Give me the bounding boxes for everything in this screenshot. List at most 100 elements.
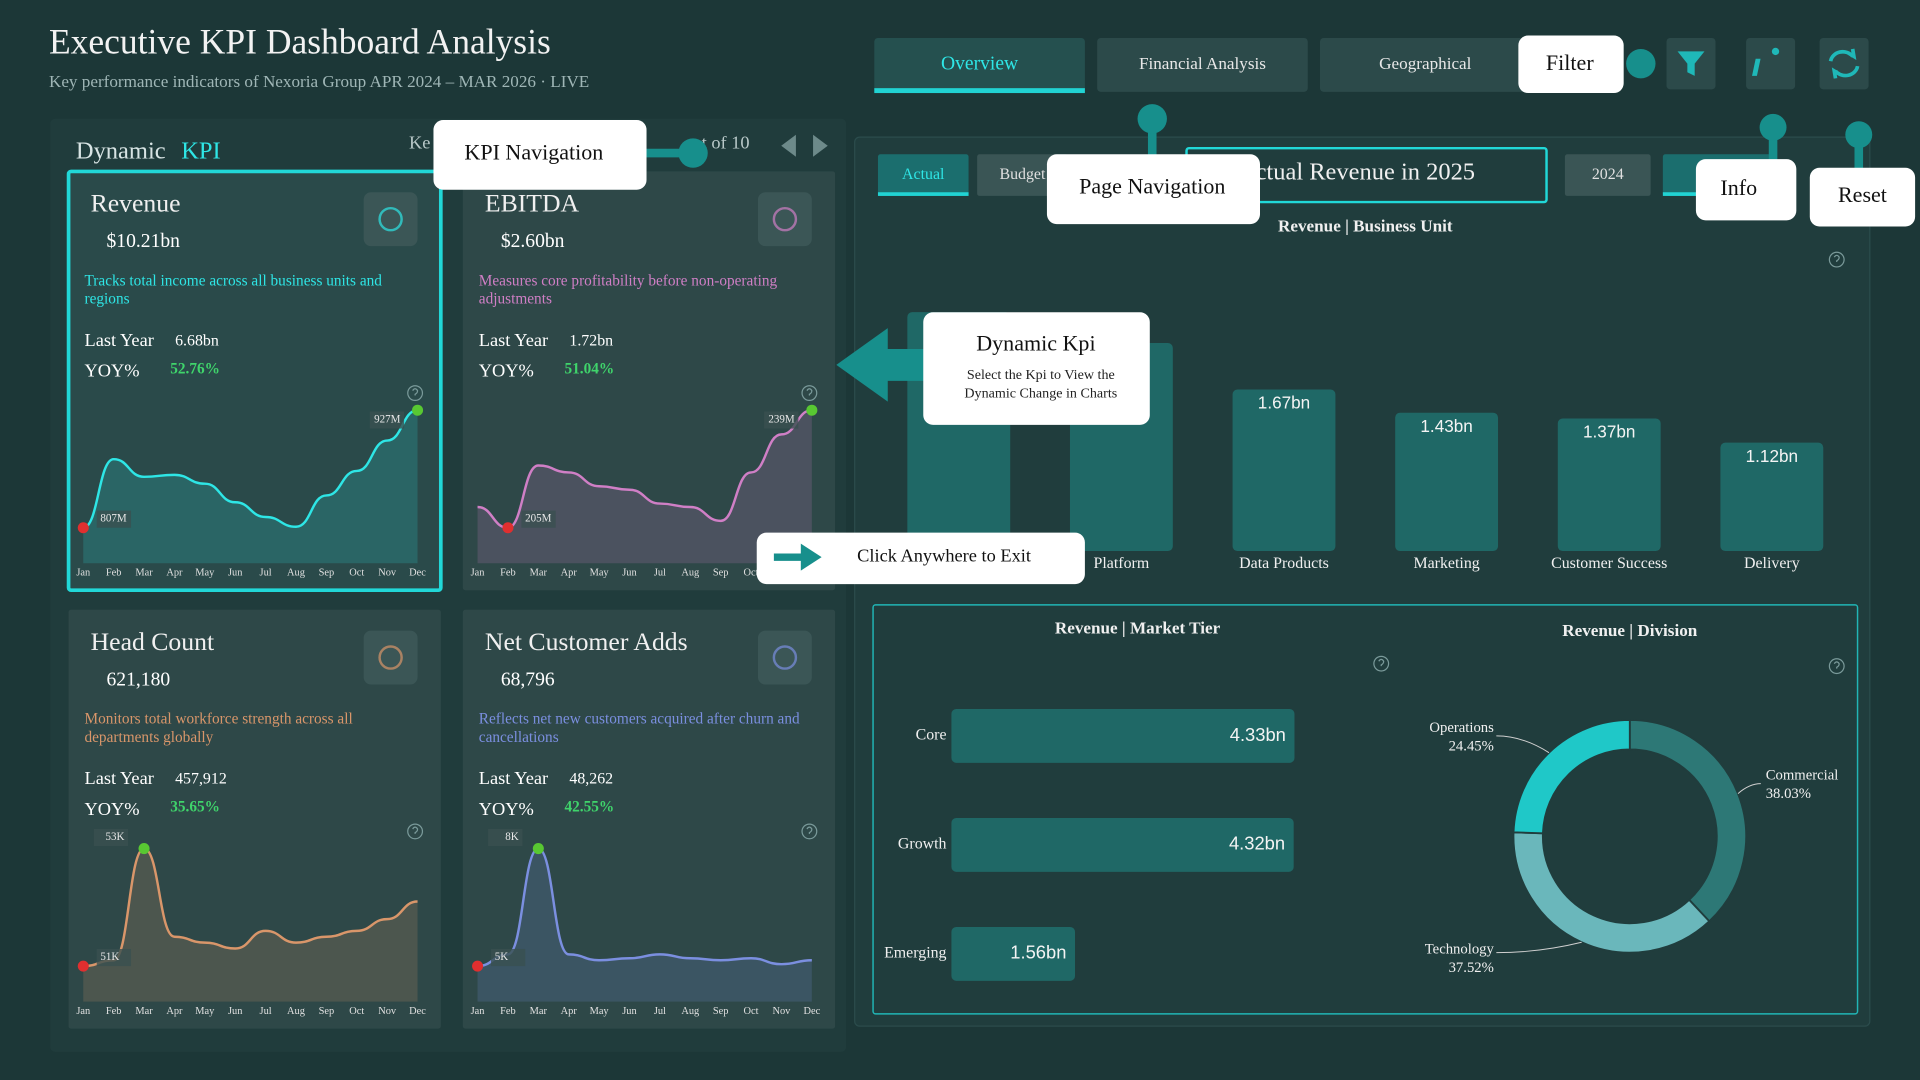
info-button[interactable] (1746, 37, 1796, 90)
kpi-description-box: Tracks total income across all business … (84, 272, 381, 308)
pager-prev[interactable] (781, 134, 796, 157)
kpi-card[interactable] (68, 609, 441, 1029)
bar-value-label: 1.43bn (1420, 416, 1472, 436)
kpi-card[interactable] (66, 169, 443, 593)
month-label: Mar (530, 567, 548, 578)
kpi-value: 68,796 (501, 669, 555, 690)
bar-value-label: 4.33bn (1230, 724, 1286, 745)
point-label-bg (93, 828, 129, 847)
point-label: 205M (525, 513, 552, 525)
month-label: Apr (166, 567, 183, 578)
point-label-bg (521, 510, 556, 528)
callout-kpi-navigation (433, 120, 647, 190)
month-label: Jun (622, 1006, 637, 1017)
last-year-label: Last Year (479, 768, 548, 788)
callout-text: Page Navigation (1079, 174, 1225, 199)
month-label: Aug (287, 1006, 305, 1017)
callout-text: Filter (1546, 50, 1594, 75)
month-label: Aug (287, 567, 305, 578)
yoy-value: 42.55% (564, 799, 614, 816)
callout-dynamic-kpi (923, 312, 1150, 425)
donut-value-label: 37.52% (1449, 960, 1494, 976)
sparkline-area (83, 410, 418, 564)
month-label: Oct (744, 1006, 759, 1017)
callout-exit (756, 532, 1085, 585)
donut-slice (1512, 719, 1631, 835)
bar-value-label: 1.67bn (1258, 393, 1310, 413)
info-icon (1752, 58, 1761, 76)
month-label: Jan (471, 1006, 486, 1017)
month-label: May (590, 1006, 610, 1017)
yoy-value: 35.65% (170, 799, 220, 816)
month-label: May (195, 1006, 215, 1017)
chart-title: Revenue | Business Unit (1278, 217, 1453, 236)
kpi-name: Head Count (91, 627, 215, 656)
help-mark (1378, 658, 1385, 667)
month-label: Nov (378, 567, 397, 578)
month-label: Feb (106, 567, 122, 578)
kpi-name: Net Customer Adds (485, 627, 688, 656)
month-label: Nov (772, 1006, 791, 1017)
point-label-bg (488, 828, 523, 847)
help-mark (806, 826, 813, 834)
min-point (77, 522, 89, 534)
reset-button[interactable] (1819, 37, 1869, 90)
month-label: Sep (713, 1006, 729, 1017)
max-point (806, 404, 818, 416)
nav-tab[interactable] (1097, 37, 1308, 92)
kpi-description-box: Reflects net new customers acquired afte… (479, 710, 800, 746)
help-icon (407, 823, 424, 840)
nav-tab[interactable] (1320, 37, 1531, 92)
callout-arrow (836, 328, 931, 402)
month-label: May (195, 567, 215, 578)
kpi-icon (363, 192, 418, 247)
reset-icon (1828, 48, 1860, 79)
pager-next[interactable] (813, 134, 828, 157)
callout-text: Click Anywhere to Exit (857, 545, 1031, 565)
callout-reset (1809, 167, 1916, 227)
month-label: Dec (409, 1006, 426, 1017)
help-mark (806, 388, 813, 396)
last-year-label: Last Year (84, 768, 153, 788)
kpi-card[interactable] (462, 171, 836, 591)
month-label: Oct (744, 567, 759, 578)
year-button[interactable] (1564, 154, 1651, 196)
month-label: Jan (76, 567, 91, 578)
help-icon (407, 385, 424, 402)
month-label: Jun (228, 567, 243, 578)
scenario-tab[interactable] (977, 154, 1068, 196)
donut-label: Operations (1429, 720, 1494, 736)
point-label-bg (96, 948, 132, 967)
leader-line (1496, 941, 1582, 954)
yoy-value: 51.04% (564, 360, 614, 377)
point-label: 8K (505, 831, 519, 843)
year-label: 2024 (1592, 166, 1624, 183)
month-label: Sep (713, 567, 729, 578)
selection-title: ctual Revenue in 2025 (1256, 159, 1475, 186)
kpi-pager: t of 10 (702, 133, 750, 153)
chart-title: Revenue | Market Tier (1055, 618, 1221, 637)
chart-title: Revenue | Division (1562, 621, 1698, 640)
bar-value-label: 4.32bn (1229, 833, 1285, 854)
kpi-description-box: Monitors total workforce strength across… (84, 710, 352, 746)
callout-body: Dynamic Change in Charts (964, 386, 1117, 402)
page-subtitle: Key performance indicators of Nexoria Gr… (49, 72, 589, 91)
sparkline-line (82, 408, 418, 529)
sparkline-line (83, 847, 418, 968)
y-tick-label: Emerging (884, 945, 946, 962)
donut-value-label: 24.45% (1449, 738, 1494, 754)
point-label: 239M (768, 414, 795, 426)
min-point (502, 522, 514, 534)
connector-end (678, 138, 708, 168)
month-label: Apr (561, 1006, 578, 1017)
filter-icon (1677, 51, 1705, 76)
x-tick-label: Customer Success (1551, 555, 1667, 572)
nav-tab[interactable] (874, 37, 1085, 92)
bar-value-label: 1.37bn (1583, 422, 1635, 442)
point-label: 807M (100, 513, 127, 525)
month-label: Jan (76, 1006, 91, 1017)
connector-end (1626, 48, 1656, 79)
kpi-icon-glyph (378, 206, 403, 232)
scenario-tab[interactable] (877, 154, 969, 196)
